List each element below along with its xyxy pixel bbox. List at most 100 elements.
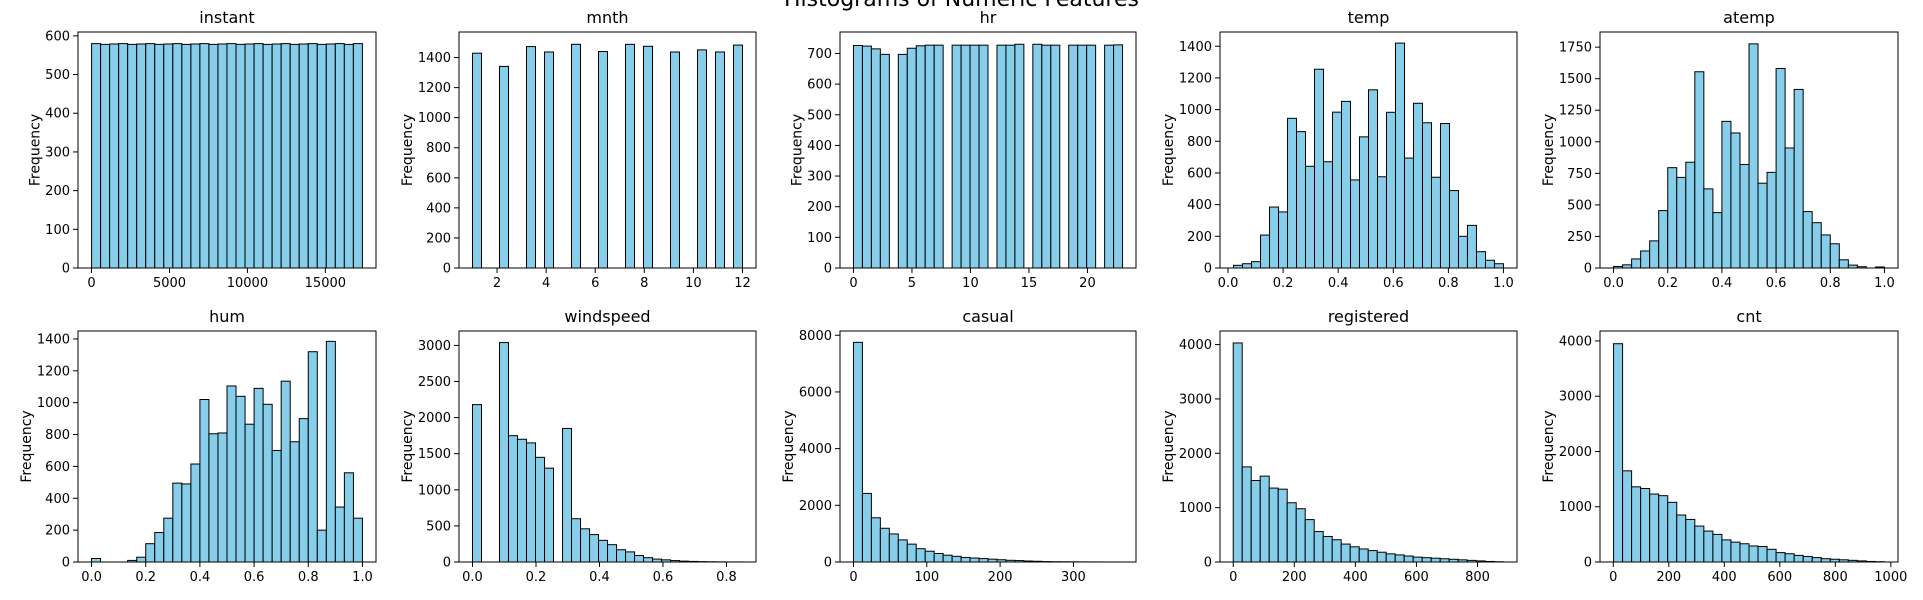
y-tick-label: 1200 [37, 364, 70, 379]
bar [1739, 543, 1750, 563]
bar [978, 558, 989, 563]
bar [1802, 211, 1813, 269]
x-tick-label: 0.4 [1712, 276, 1733, 291]
x-tick-label: 0 [849, 276, 857, 291]
x-tick-label: 15 [1021, 276, 1038, 291]
y-tick-label: 800 [426, 141, 451, 156]
y-tick-label: 100 [807, 231, 832, 246]
bar [1766, 171, 1777, 269]
bar [616, 549, 627, 563]
x-tick-label: 400 [1343, 570, 1368, 585]
bar [1721, 120, 1732, 269]
y-axis-label: Frequency [400, 114, 416, 186]
x-tick-label: 200 [1656, 570, 1681, 585]
bar [289, 441, 300, 563]
bar [1314, 68, 1325, 269]
bar [1667, 167, 1678, 269]
y-tick-label: 6000 [799, 385, 832, 400]
bar [1086, 44, 1097, 269]
bar [1268, 487, 1279, 563]
bar [100, 43, 111, 269]
bar [1811, 222, 1822, 269]
bar [1421, 557, 1432, 563]
bar [1457, 235, 1468, 269]
bar [172, 43, 183, 269]
panel-atemp: 0.0 0.2 0.4 0.6 0.8 1.0 0 250 500 750 1000 1250 1500… [1541, 8, 1899, 291]
bar [1431, 176, 1441, 269]
bars-hr [852, 43, 1124, 269]
bar [897, 539, 908, 563]
y-tick-label: 4000 [1559, 334, 1592, 349]
y-tick-label: 1250 [1559, 104, 1592, 119]
bar [535, 456, 546, 563]
bar [262, 403, 273, 563]
bar [643, 45, 653, 269]
bar [217, 43, 228, 269]
axes-frame [77, 330, 377, 563]
y-axis-label: Frequency [1161, 410, 1177, 482]
bar [316, 529, 327, 563]
bar [1295, 508, 1306, 563]
y-tick-label: 400 [426, 201, 451, 216]
bar [1757, 546, 1768, 563]
bar [544, 51, 554, 269]
bar [1712, 212, 1723, 269]
bar [499, 65, 509, 269]
bar [1385, 111, 1396, 269]
bar [969, 44, 980, 269]
bar [1631, 258, 1642, 269]
bar [1277, 488, 1288, 563]
bar [625, 551, 636, 563]
bar [1430, 557, 1441, 563]
x-tick-label: 10 [685, 276, 702, 291]
y-tick-label: 1500 [1559, 72, 1592, 87]
panel-title: temp [1348, 8, 1390, 27]
bar [1748, 43, 1759, 269]
y-tick-label: 2000 [1179, 447, 1212, 462]
bar [298, 418, 309, 563]
bar [208, 43, 219, 269]
x-tick-label: 0 [1609, 570, 1617, 585]
bar [1676, 176, 1687, 269]
bar [1658, 210, 1669, 269]
bar [118, 43, 129, 269]
x-tick-label: 0.6 [653, 570, 674, 585]
y-axis-label: Frequency [781, 410, 797, 482]
bar [1685, 161, 1696, 269]
bar [91, 558, 102, 563]
panel-title: cnt [1736, 307, 1761, 326]
bar [181, 43, 192, 269]
bar [978, 44, 989, 269]
bar [933, 553, 944, 563]
bars-windspeed [471, 342, 744, 563]
bar [697, 49, 707, 269]
bars-mnth [472, 43, 743, 269]
bar [1439, 123, 1450, 269]
bar [670, 51, 680, 269]
y-tick-label: 0 [1204, 262, 1212, 277]
bar [1421, 122, 1432, 269]
y-tick-label: 100 [45, 223, 70, 238]
bar [1748, 545, 1759, 563]
panel-registered: 0 200 400 600 800 0 1000 2000 3000 4000 registered… [1161, 307, 1518, 585]
bar [1269, 206, 1280, 269]
x-tick-label: 0.6 [244, 570, 265, 585]
bar [208, 433, 219, 563]
bar [244, 43, 255, 269]
y-tick-label: 200 [45, 524, 70, 539]
bar [1775, 67, 1786, 269]
bar [1613, 343, 1624, 563]
axes-frame [1599, 31, 1899, 269]
bar [1404, 157, 1414, 269]
x-tick-label: 5000 [153, 276, 186, 291]
y-tick-label: 300 [807, 170, 832, 185]
x-tick-label: 800 [1465, 570, 1490, 585]
bar [1242, 263, 1253, 269]
bar [1296, 131, 1307, 269]
y-tick-label: 750 [1567, 167, 1592, 182]
x-tick-label: 0.2 [135, 570, 156, 585]
bar [1757, 182, 1768, 269]
x-tick-label: 0.2 [1657, 276, 1678, 291]
y-tick-label: 600 [426, 171, 451, 186]
bar [1685, 518, 1696, 563]
